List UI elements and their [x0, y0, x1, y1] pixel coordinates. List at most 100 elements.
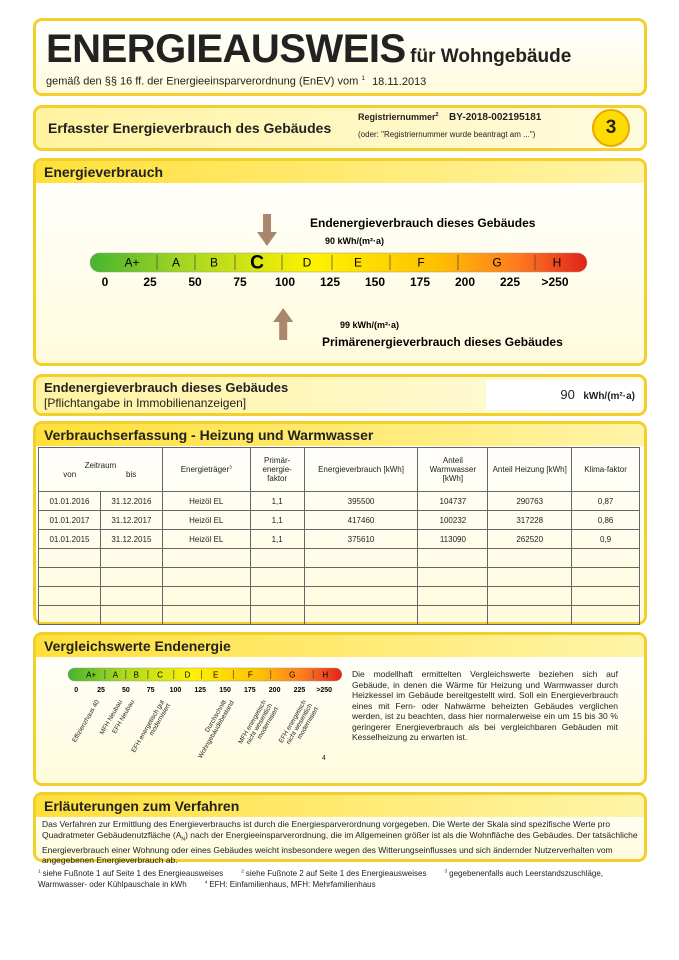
- comparison-text: Die modellhaft ermittelten Vergleichswer…: [352, 669, 618, 742]
- empty-cell: [487, 548, 573, 568]
- empty-cell: [99, 567, 163, 587]
- explanation-box: Erläuterungen zum Verfahren Das Verfahre…: [33, 792, 647, 865]
- header-box: ENERGIEAUSWEIS für Wohngebäude gemäß den…: [33, 18, 647, 96]
- table-row: 01.01.2016 31.12.2016 Heizöl EL 1,1 395500 10…: [38, 491, 640, 511]
- subscript: N: [181, 836, 186, 843]
- empty-cell: [249, 605, 305, 625]
- empty-cell: [303, 548, 419, 568]
- table-cell: 01.01.2017: [38, 510, 101, 530]
- empty-cell: [249, 548, 305, 568]
- empty-cell: [161, 605, 251, 625]
- consumption-box: Energieverbrauch: [33, 158, 647, 366]
- footnote-mark: 1: [38, 869, 41, 874]
- registration-label: Registriernummer: [358, 112, 436, 122]
- table-cell: 375610: [303, 529, 419, 549]
- table-cell: 0,87: [571, 491, 640, 511]
- table-cell: 417460: [303, 510, 419, 530]
- final-energy-title: Endenergieverbrauch dieses Gebäudes: [44, 380, 289, 395]
- table-cell: 31.12.2015: [99, 529, 163, 549]
- explanation-text-part: Das Verfahren zur Ermittlung des Energie…: [42, 819, 611, 840]
- empty-cell: [99, 586, 163, 606]
- table-cell: 100232: [417, 510, 489, 530]
- empty-cell: [303, 567, 419, 587]
- comparison-title: Vergleichswerte Endenergie: [36, 635, 644, 657]
- footnotes: 1 siehe Fußnote 1 auf Seite 1 des Energie…: [38, 867, 638, 890]
- empty-cell: [571, 605, 640, 625]
- to-header: bis: [100, 469, 163, 492]
- registration-heading: Erfasster Energieverbrauch des Gebäudes: [48, 120, 332, 136]
- table-cell: 0,9: [571, 529, 640, 549]
- empty-cell: [38, 567, 101, 587]
- empty-cell: [99, 605, 163, 625]
- table-cell: 262520: [487, 529, 573, 549]
- empty-row: [38, 548, 640, 568]
- footnote-text: gegebenenfalls auch Leerstandszuschläge,…: [38, 868, 604, 890]
- table-row: 01.01.2015 31.12.2015 Heizöl EL 1,1 375610 11…: [38, 529, 640, 549]
- table-cell: 113090: [417, 529, 489, 549]
- table-cell: 0,86: [571, 510, 640, 530]
- registration-alternative: (oder: "Registriernummer wurde beantragt…: [358, 130, 536, 139]
- table-box: Verbrauchserfassung - Heizung und Warmwa…: [33, 421, 647, 625]
- footnote-mark: 2: [435, 112, 439, 118]
- footnote-mark: 4: [204, 880, 208, 886]
- empty-cell: [303, 605, 419, 625]
- carrier-text: Energieträger: [180, 465, 230, 474]
- final-energy-unit: kWh/(m²·a): [583, 391, 635, 402]
- footnote: 4 EFH: Einfamilienhaus, MFH: Mehrfamilien…: [205, 880, 376, 889]
- footnote-mark: 3: [229, 465, 232, 471]
- footnote-text: EFH: Einfamilienhaus, MFH: Mehrfamilienh…: [209, 880, 376, 890]
- carrier-header: Energieträger3: [161, 447, 251, 492]
- empty-cell: [487, 567, 573, 587]
- registration-number: BY-2018-002195181: [449, 112, 542, 123]
- empty-cell: [99, 548, 163, 568]
- registration-line: Registriernummer2 BY-2018-002195181: [358, 112, 541, 123]
- footnote-text: siehe Fußnote 1 auf Seite 1 des Energiea…: [42, 868, 224, 878]
- empty-cell: [161, 567, 251, 587]
- consumption-table: Zeitraum Energieträger3 Primär-energie-f…: [38, 447, 640, 625]
- footnote: 1 siehe Fußnote 1 auf Seite 1 des Energie…: [38, 869, 223, 878]
- table-cell: 1,1: [249, 491, 305, 511]
- table-cell: 31.12.2016: [99, 491, 163, 511]
- final-energy-note: [Pflichtangabe in Immobilienanzeigen]: [44, 396, 247, 410]
- table-row: 01.01.2017 31.12.2017 Heizöl EL 1,1 417460 10…: [38, 510, 640, 530]
- header-row: Zeitraum Energieträger3 Primär-energie-f…: [38, 447, 640, 492]
- final-energy-value: 90: [560, 387, 575, 402]
- table-cell: 31.12.2017: [99, 510, 163, 530]
- empty-row: [38, 605, 640, 625]
- table-cell: 1,1: [249, 529, 305, 549]
- footnote: 2 siehe Fußnote 2 auf Seite 1 des Energie…: [241, 869, 426, 878]
- empty-cell: [38, 548, 101, 568]
- table-cell: Heizöl EL: [161, 510, 251, 530]
- registration-box: Erfasster Energieverbrauch des Gebäudes …: [33, 105, 647, 151]
- footnote-mark: 3: [444, 869, 448, 874]
- empty-cell: [571, 567, 640, 587]
- table-cell: 290763: [487, 491, 573, 511]
- comparison-box: Vergleichswerte Endenergie Die modellhaf…: [33, 632, 647, 786]
- empty-cell: [249, 567, 305, 587]
- table-cell: 395500: [303, 491, 419, 511]
- empty-cell: [417, 567, 489, 587]
- title: ENERGIEAUSWEIS: [46, 27, 406, 71]
- column-header: Primär-energie-faktor: [249, 447, 305, 492]
- column-header: Anteil Warmwasser [kWh]: [417, 447, 489, 492]
- empty-row: [38, 567, 640, 587]
- column-header: Energieverbrauch [kWh]: [303, 447, 419, 492]
- table-cell: Heizöl EL: [161, 529, 251, 549]
- empty-cell: [161, 586, 251, 606]
- empty-cell: [487, 586, 573, 606]
- subheader-row: von bis: [38, 469, 640, 492]
- page-number: 3: [592, 109, 630, 147]
- empty-cell: [38, 586, 101, 606]
- title-suffix: für Wohngebäude: [410, 46, 572, 67]
- empty-cell: [417, 548, 489, 568]
- footnote-mark: 1: [361, 75, 365, 82]
- empty-cell: [417, 605, 489, 625]
- table-cell: 01.01.2015: [38, 529, 101, 549]
- table-cell: 1,1: [249, 510, 305, 530]
- empty-cell: [487, 605, 573, 625]
- footnote-mark: 2: [241, 869, 244, 874]
- comparison-note: 4: [322, 755, 326, 762]
- table-cell: Heizöl EL: [161, 491, 251, 511]
